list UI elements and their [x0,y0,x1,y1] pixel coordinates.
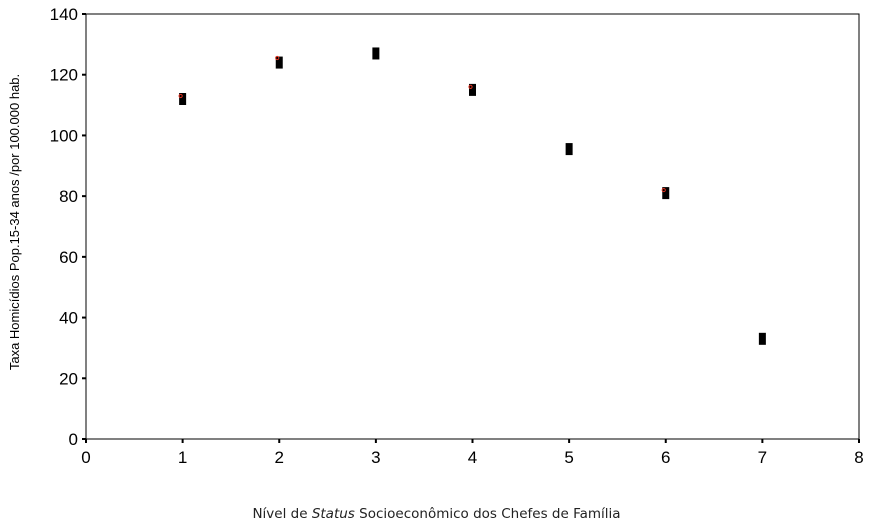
y-axis-label: Taxa Homicídios Pop.15-34 anos /por 100.… [7,74,22,370]
data-point [662,187,670,200]
plot-frame [85,13,860,440]
x-tick-label: 3 [371,448,380,467]
x-tick-label: 6 [661,448,670,467]
y-tick-label: 0 [69,430,78,449]
x-tick-label: 7 [758,448,767,467]
y-tick-label: 120 [50,66,78,85]
y-tick-label: 40 [59,309,78,328]
data-point-secondary [275,55,280,61]
data-point-secondary [178,93,183,99]
x-axis-label-part-1: Nível de [252,506,312,522]
y-tick-label: 80 [59,187,78,206]
x-axis: 0 1 2 3 4 5 6 7 8 [81,439,864,467]
data-point [565,143,573,156]
x-tick-label: 4 [468,448,477,467]
y-axis: 0 20 40 60 80 100 120 140 [50,5,86,449]
x-tick-label: 2 [275,448,284,467]
data-point-secondary [661,187,666,193]
y-tick-label: 140 [50,5,78,24]
x-tick-label: 0 [81,448,90,467]
plot-border [85,13,860,440]
data-point [275,56,283,69]
data-point [758,332,766,345]
data-point [179,93,187,105]
y-tick-label: 60 [59,248,78,267]
x-axis-label-part-2: Status [311,506,355,522]
x-tick-label: 5 [564,448,573,467]
data-point [372,47,380,60]
data-point-secondary [468,84,473,89]
x-tick-label: 8 [854,448,863,467]
data-points [178,47,766,345]
y-tick-label: 100 [50,126,78,145]
x-axis-label: Nível de Status Socioeconômico dos Chefe… [0,506,873,522]
x-axis-label-part-3: Socioeconômico dos Chefes de Família [354,506,621,522]
data-point [469,83,476,96]
y-tick-label: 20 [59,369,78,388]
x-tick-label: 1 [178,448,187,467]
